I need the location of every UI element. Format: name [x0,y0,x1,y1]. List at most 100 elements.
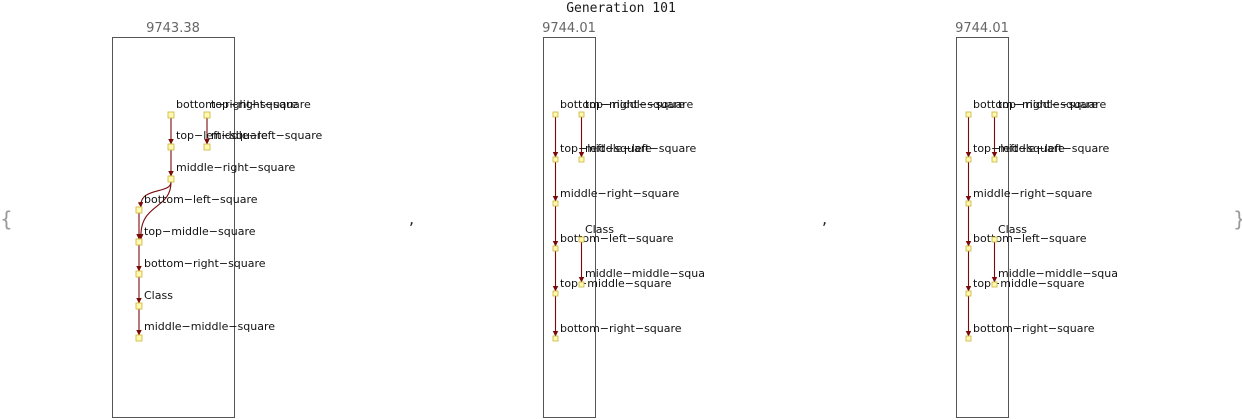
node-marker [135,334,143,342]
panel-1: 9743.38 bottom−right−square top−right−sq… [112,21,323,418]
close-brace: } [1233,207,1242,231]
node-marker [135,206,143,214]
open-brace: { [0,207,13,231]
node-label: Class [585,223,614,236]
node-label: middle−middle−square [144,320,275,333]
panel-nodes: bottom−middle−square top−right−square to… [552,98,705,342]
node-label: bottom−left−square [973,232,1087,245]
node-marker [991,156,998,163]
node-marker [965,290,972,297]
panel-nodes: bottom−middle−square top−right−square to… [965,98,1118,342]
node-marker [965,156,972,163]
node-label: middle−right−square [973,187,1093,200]
node-marker [552,156,559,163]
node-marker [135,238,143,246]
node-label: middle−right−square [560,187,680,200]
graph-node: top−left−square [552,142,652,163]
node-marker [578,111,585,118]
graph-node: top−right−square [991,98,1098,118]
graph-node: bottom−middle−square [965,98,1106,118]
node-label: top−left−square [176,129,268,142]
panel-frame [543,37,596,418]
list-separator-2: , [822,209,827,228]
node-marker [991,111,998,118]
node-label: bottom−right−square [176,98,298,111]
node-marker [135,302,143,310]
node-label: top−left−square [560,142,652,155]
list-separator-1: , [409,209,414,228]
graph-node: Class [991,223,1027,243]
node-label: top−left−square [973,142,1065,155]
node-marker [965,111,972,118]
node-marker [167,175,175,183]
graph-edge [137,181,172,208]
panel-score: 9743.38 [146,21,200,36]
node-label: middle−left−square [998,142,1110,155]
panel-frame [112,37,235,418]
graph-node: Class [578,223,614,243]
node-label: middle−left−square [585,142,697,155]
graph-node: middle−right−square [965,187,1093,207]
graph-node: bottom−middle−square [552,98,693,118]
panel-edges [552,117,585,337]
node-marker [167,143,175,151]
graph-node: middle−left−square [578,142,697,163]
node-marker [203,143,211,151]
node-label: bottom−right−square [560,322,682,335]
node-marker [991,281,998,288]
graph-node: top−right−square [203,98,311,119]
node-marker [552,111,559,118]
node-label: top−right−square [998,98,1098,111]
node-marker [552,200,559,207]
graph-node: bottom−left−square [135,193,258,214]
panel-3: 9744.01 bottom−middle−square top−right−s… [955,21,1118,418]
node-label: bottom−left−square [144,193,258,206]
node-label: Class [144,289,173,302]
graph-node: middle−right−square [167,161,296,183]
node-marker [552,290,559,297]
node-label: bottom−middle−square [560,98,693,111]
graph-node: middle−middle−square [135,320,275,342]
panel-score: 9744.01 [542,21,596,36]
panel-edges [965,117,998,337]
node-marker [135,270,143,278]
graph-node: bottom−left−square [552,232,674,252]
node-marker [965,200,972,207]
node-label: bottom−right−square [973,322,1095,335]
graph-node: bottom−right−square [167,98,298,119]
graph-node: top−left−square [965,142,1065,163]
node-label: middle−right−square [176,161,296,174]
node-label: top−right−square [211,98,311,111]
graph-node: middle−left−square [203,129,323,151]
graph-node: middle−middle−squa [991,267,1118,288]
node-label: top−middle−square [144,225,256,238]
node-marker [578,156,585,163]
node-label: Class [998,223,1027,236]
node-marker [552,335,559,342]
graph-node: bottom−left−square [965,232,1087,252]
panel-edges [136,118,210,336]
graph-node: bottom−right−square [552,322,682,342]
graph-node: bottom−right−square [965,322,1095,342]
graph-node: top−middle−square [552,277,672,297]
node-marker [965,335,972,342]
graph-node: top−middle−square [965,277,1085,297]
node-label: middle−middle−squa [585,267,705,280]
node-label: bottom−middle−square [973,98,1106,111]
node-label: top−right−square [585,98,685,111]
node-marker [991,236,998,243]
node-marker [578,236,585,243]
graph-node: top−right−square [578,98,685,118]
panel-2: 9744.01 bottom−middle−square top−right−s… [542,21,705,418]
graph-node: Class [135,289,173,310]
graph-edge [137,181,172,240]
node-marker [203,111,211,119]
panel-score: 9744.01 [955,21,1009,36]
panel-frame [956,37,1009,418]
graph-node: top−left−square [167,129,268,151]
graph-node: top−middle−square [135,225,256,246]
node-label: top−middle−square [560,277,672,290]
node-label: bottom−left−square [560,232,674,245]
node-label: middle−middle−squa [998,267,1118,280]
graph-node: middle−left−square [991,142,1110,163]
